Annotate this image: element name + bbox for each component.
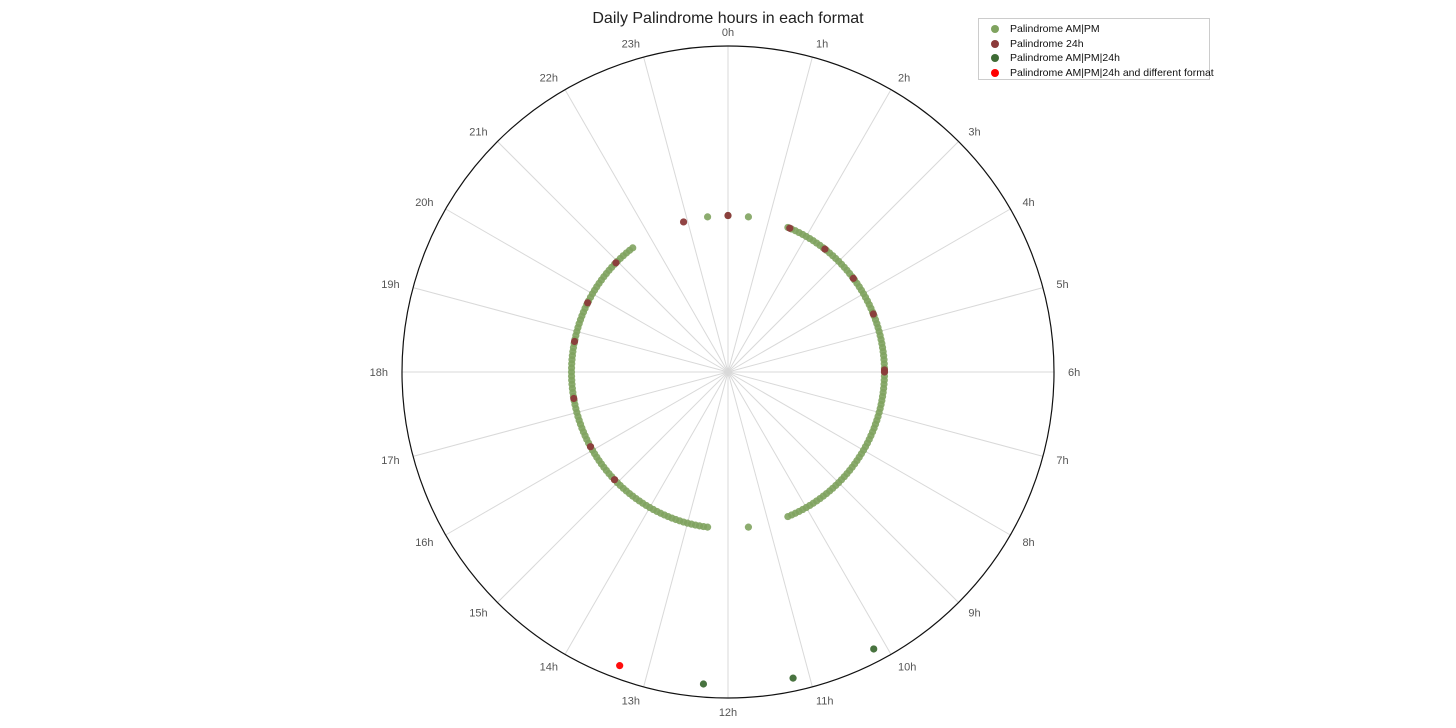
point-series-0-185 (703, 213, 712, 221)
angular-tick-labels: 0h 1h 2h 3h 4h 5h 6h 7h 8h 9h 10h 11h 12h 13h 14h 15h 16… (370, 27, 1081, 719)
grid-spoke-8 (727, 371, 1011, 536)
chart-title: Daily Palindrome hours in each format (592, 10, 864, 27)
tick-label-17: 17h (381, 455, 399, 467)
grid-spoke-16 (445, 371, 729, 536)
legend-marker-2 (991, 54, 999, 63)
grid-spoke-11 (727, 371, 813, 688)
legend-marker-1 (991, 39, 999, 48)
point-series-1-3 (869, 310, 877, 318)
point-series-3-0 (616, 662, 624, 670)
point-series-1-11 (612, 259, 620, 267)
tick-label-16: 16h (415, 537, 433, 549)
legend-item-2: Palindrome AM|PM|24h (985, 51, 1203, 66)
grid-spoke-20 (445, 208, 729, 373)
point-series-1-2 (849, 274, 857, 282)
grid-spoke-3 (727, 141, 959, 373)
tick-label-8: 8h (1022, 537, 1034, 549)
tick-label-5: 5h (1056, 279, 1068, 291)
point-series-1-0 (786, 224, 794, 232)
point-series-1-6 (610, 476, 619, 484)
tick-label-2: 2h (898, 73, 910, 85)
point-series-1-5 (880, 368, 889, 376)
point-series-1-13 (724, 211, 732, 220)
grid-spoke-21 (497, 141, 729, 373)
tick-label-19: 19h (381, 279, 399, 291)
tick-label-11: 11h (816, 695, 834, 707)
legend-item-0: Palindrome AM|PM (985, 22, 1203, 37)
tick-label-7: 7h (1056, 455, 1068, 467)
point-series-1-8 (570, 394, 578, 403)
tick-label-15: 15h (469, 607, 487, 619)
legend-marker-0 (991, 25, 999, 34)
point-series-0-93 (744, 523, 753, 531)
grid-spoke-4 (727, 208, 1011, 373)
grid-spoke-9 (727, 371, 959, 603)
tick-label-6: 6h (1068, 367, 1080, 379)
point-series-1-7 (586, 443, 595, 451)
tick-label-1: 1h (816, 39, 828, 51)
tick-label-12: 12h (719, 707, 737, 719)
legend-item-3: Palindrome AM|PM|24h and different forma… (985, 66, 1214, 81)
point-series-0-92 (784, 512, 792, 521)
grid-spoke-15 (497, 371, 729, 603)
point-series-1-1 (821, 245, 829, 253)
point-series-2-0 (870, 645, 878, 653)
tick-label-0: 0h (722, 27, 734, 39)
grid-spoke-10 (727, 371, 892, 655)
tick-label-10: 10h (898, 661, 916, 673)
data-points (567, 211, 889, 688)
legend: Palindrome AM|PM Palindrome 24h Palindrome… (978, 18, 1214, 81)
grid-spoke-5 (727, 287, 1044, 373)
point-series-0-184 (629, 244, 637, 252)
tick-label-9: 9h (968, 607, 980, 619)
tick-label-14: 14h (540, 661, 558, 673)
grid-spoke-14 (564, 371, 729, 655)
point-series-1-10 (584, 299, 592, 307)
tick-label-4: 4h (1022, 197, 1034, 209)
grid-spoke-1 (727, 56, 813, 373)
outer-ring (401, 45, 1055, 699)
tick-label-18: 18h (370, 367, 388, 379)
grid-spoke-2 (727, 89, 892, 373)
legend-label-0: Palindrome AM|PM (1010, 23, 1100, 36)
grid-spoke-22 (564, 89, 729, 373)
grid-spoke-13 (643, 371, 729, 688)
legend-label-1: Palindrome 24h (1010, 37, 1084, 50)
grid-spoke-19 (412, 287, 729, 373)
point-series-1-12 (679, 218, 688, 226)
point-series-1-9 (570, 337, 579, 346)
tick-label-23: 23h (622, 39, 640, 51)
legend-item-1: Palindrome 24h (985, 37, 1203, 52)
grid-spoke-23 (643, 56, 729, 373)
point-series-2-1 (789, 674, 797, 682)
legend-label-2: Palindrome AM|PM|24h (1010, 52, 1120, 65)
tick-label-22: 22h (540, 73, 558, 85)
tick-label-3: 3h (968, 127, 980, 139)
tick-label-21: 21h (469, 127, 487, 139)
angular-grid (402, 46, 1054, 698)
legend-marker-3 (991, 68, 999, 77)
point-series-2-2 (699, 680, 708, 688)
tick-label-13: 13h (622, 695, 640, 707)
grid-spoke-17 (412, 371, 729, 457)
legend-label-3: Palindrome AM|PM|24h and different forma… (1010, 66, 1214, 79)
point-series-0-1 (744, 213, 753, 221)
grid-spoke-7 (727, 371, 1044, 457)
tick-label-20: 20h (415, 197, 433, 209)
